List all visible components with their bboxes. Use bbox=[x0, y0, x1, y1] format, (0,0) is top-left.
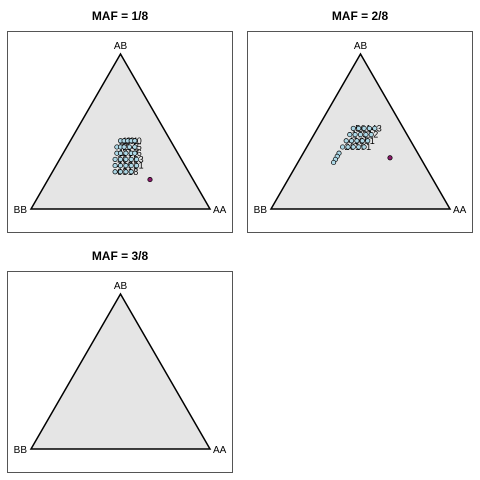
data-point bbox=[340, 144, 346, 150]
panel-title: MAF = 2/8 bbox=[332, 9, 389, 23]
vertex-label-left: BB bbox=[14, 445, 28, 456]
panel-title: MAF = 3/8 bbox=[92, 249, 149, 263]
data-point bbox=[117, 163, 124, 169]
data-points: 50143173124165128191 bbox=[331, 123, 393, 166]
vertex-label-right: AA bbox=[453, 205, 467, 216]
data-point bbox=[132, 144, 138, 150]
point-label: 8 bbox=[133, 167, 138, 177]
vertex-label-right: AA bbox=[213, 445, 227, 456]
data-point bbox=[365, 138, 371, 144]
point-label: 2 bbox=[373, 130, 378, 140]
data-point bbox=[134, 163, 140, 169]
data-point bbox=[117, 169, 124, 175]
data-point bbox=[123, 163, 129, 169]
point-label: 1 bbox=[370, 136, 375, 146]
data-point bbox=[357, 132, 364, 138]
data-point bbox=[343, 138, 349, 144]
ternary-triangle bbox=[269, 52, 452, 210]
data-point bbox=[354, 138, 360, 144]
data-point bbox=[366, 125, 372, 131]
data-point bbox=[128, 169, 134, 175]
ternary-triangle bbox=[29, 52, 212, 210]
vertex-label-top: AB bbox=[114, 41, 128, 52]
data-point bbox=[361, 144, 367, 150]
data-point bbox=[350, 144, 356, 150]
vertex-label-right: AA bbox=[213, 205, 227, 216]
data-point bbox=[331, 159, 337, 166]
point-label: 5 bbox=[137, 142, 142, 152]
data-point bbox=[350, 125, 356, 131]
data-point bbox=[126, 144, 132, 150]
point-label: 6 bbox=[137, 148, 142, 158]
data-point bbox=[117, 150, 124, 156]
point-label: 3 bbox=[139, 154, 144, 164]
panel-maf-3-8: MAF = 3/8 AB BB AA bbox=[7, 249, 233, 473]
data-point bbox=[123, 156, 129, 162]
data-point bbox=[132, 138, 138, 144]
point-label: 1 bbox=[139, 161, 144, 171]
data-point bbox=[117, 156, 124, 162]
data-point bbox=[128, 156, 134, 162]
data-point bbox=[356, 125, 362, 131]
data-point bbox=[361, 125, 367, 131]
data-point bbox=[147, 177, 153, 183]
data-point bbox=[372, 125, 378, 131]
data-point bbox=[352, 132, 358, 138]
panel-maf-2-8: MAF = 2/8 AB BB AA 50143173124165128191 bbox=[247, 9, 473, 233]
data-point bbox=[132, 150, 138, 156]
data-point bbox=[368, 132, 374, 138]
data-point bbox=[359, 138, 365, 144]
data-point bbox=[123, 169, 129, 175]
point-label: 3 bbox=[377, 123, 382, 133]
data-point bbox=[387, 155, 393, 161]
panel-frame bbox=[247, 31, 473, 233]
data-point bbox=[356, 144, 362, 150]
point-label: 1 bbox=[366, 142, 371, 152]
data-point bbox=[347, 132, 353, 138]
data-point bbox=[112, 169, 118, 175]
data-point bbox=[121, 144, 127, 150]
data-point bbox=[345, 144, 351, 150]
vertex-label-left: BB bbox=[254, 205, 268, 216]
vertex-label-left: BB bbox=[14, 205, 28, 216]
data-point bbox=[134, 156, 140, 162]
data-point bbox=[363, 132, 369, 138]
panel-frame bbox=[7, 271, 233, 473]
ternary-triangle bbox=[29, 292, 212, 450]
panel-maf-1-8: MAF = 1/8 AB BB AA 139107214513176281534… bbox=[7, 9, 233, 233]
data-points: 13910721451317628153419216318 bbox=[112, 136, 153, 183]
data-point bbox=[112, 163, 118, 169]
data-point bbox=[123, 150, 129, 156]
data-point bbox=[128, 163, 134, 169]
vertex-label-top: AB bbox=[114, 281, 128, 292]
vertex-label-top: AB bbox=[354, 41, 368, 52]
data-point bbox=[349, 138, 355, 144]
panel-title: MAF = 1/8 bbox=[92, 9, 149, 23]
data-point bbox=[112, 156, 118, 162]
panel-frame bbox=[7, 31, 233, 233]
point-label: 0 bbox=[137, 136, 142, 146]
